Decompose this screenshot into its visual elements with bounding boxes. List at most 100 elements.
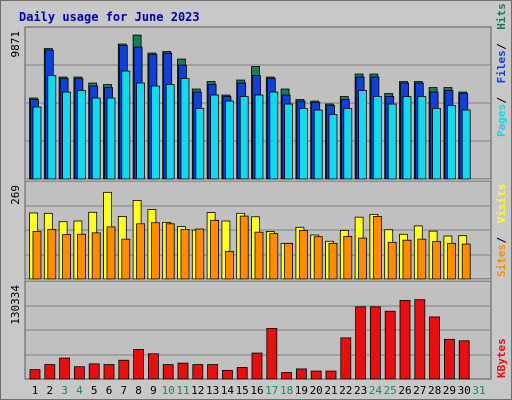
- x-tick-label-day-9: 9: [150, 384, 157, 397]
- pages-bar-day-30: [461, 109, 471, 180]
- pages-bar-day-15: [239, 96, 249, 180]
- sites-bar-day-13: [210, 219, 220, 280]
- pages-bar-day-1: [32, 106, 42, 180]
- x-tick-label-day-19: 19: [295, 384, 308, 397]
- kbytes-bar-day-30: [458, 340, 470, 380]
- x-tick-label-day-23: 23: [354, 384, 367, 397]
- y-max-label: 9871: [9, 31, 22, 58]
- pages-bar-day-2: [47, 75, 57, 180]
- pages-bar-day-8: [136, 82, 146, 180]
- x-tick-label-day-2: 2: [46, 384, 53, 397]
- pages-bar-day-25: [387, 103, 397, 180]
- sites-bar-day-26: [402, 239, 412, 280]
- kbytes-bar-day-26: [399, 299, 411, 380]
- kbytes-bar-day-15: [236, 367, 248, 380]
- x-tick-label-day-7: 7: [120, 384, 127, 397]
- sites-bar-day-15: [239, 215, 249, 280]
- pages-bar-day-16: [254, 94, 264, 180]
- sites-bar-day-2: [47, 228, 57, 280]
- legend-visits: Visits: [495, 184, 508, 224]
- kbytes-bar-day-7: [118, 359, 130, 380]
- x-tick-label-day-17: 17: [265, 384, 278, 397]
- sites-bar-day-20: [313, 236, 323, 280]
- kbytes-bar-day-2: [44, 364, 56, 380]
- pages-bar-day-23: [358, 90, 368, 180]
- kbytes-bar-day-20: [310, 370, 322, 380]
- sites-bar-day-5: [91, 232, 101, 280]
- x-tick-label-day-1: 1: [32, 384, 39, 397]
- sites-bar-day-6: [106, 226, 116, 280]
- x-tick-label-day-15: 15: [236, 384, 249, 397]
- sites-bar-day-30: [461, 243, 471, 280]
- kbytes-bar-day-6: [103, 364, 115, 380]
- x-tick-label-day-6: 6: [106, 384, 113, 397]
- x-tick-label-day-26: 26: [398, 384, 411, 397]
- sites-bar-day-10: [165, 223, 175, 280]
- sites-bar-day-29: [446, 242, 456, 280]
- kbytes-bar-day-25: [384, 310, 396, 380]
- sites-bar-day-16: [254, 231, 264, 280]
- pages-bar-day-9: [150, 85, 160, 180]
- kbytes-bar-day-21: [325, 370, 337, 380]
- x-tick-label-day-28: 28: [428, 384, 441, 397]
- sites-bar-day-27: [417, 238, 427, 280]
- x-tick-label-day-25: 25: [384, 384, 397, 397]
- x-tick-label-day-5: 5: [91, 384, 98, 397]
- x-tick-label-day-8: 8: [135, 384, 142, 397]
- legend-separator: /: [495, 97, 508, 104]
- pages-bar-day-3: [62, 91, 71, 180]
- kbytes-bar-day-1: [29, 369, 41, 380]
- kbytes-bar-day-19: [295, 368, 307, 380]
- legend-separator: /: [495, 237, 508, 244]
- pages-bar-day-20: [313, 109, 323, 180]
- kbytes-bar-day-24: [369, 306, 381, 380]
- pages-bar-day-12: [195, 108, 205, 180]
- x-tick-label-day-29: 29: [443, 384, 456, 397]
- legend-pages: Pages: [495, 104, 508, 137]
- pages-bar-day-13: [210, 94, 220, 180]
- chart-title: Daily usage for June 2023: [19, 10, 200, 24]
- x-tick-label-day-24: 24: [369, 384, 383, 397]
- y-max-label: 130334: [9, 285, 22, 325]
- pages-bar-day-21: [328, 114, 338, 180]
- x-tick-label-day-21: 21: [324, 384, 337, 397]
- pages-bar-day-22: [343, 108, 353, 180]
- sites-bar-day-19: [298, 230, 308, 280]
- sites-bar-day-7: [121, 238, 131, 280]
- kbytes-bar-day-23: [355, 306, 367, 380]
- sites-bar-day-3: [62, 234, 71, 280]
- pages-bar-day-5: [91, 97, 101, 180]
- pages-bar-day-11: [180, 78, 190, 180]
- x-tick-label-day-3: 3: [61, 384, 68, 397]
- kbytes-bar-day-14: [221, 369, 233, 380]
- kbytes-bar-day-29: [443, 338, 455, 380]
- x-tick-label-day-18: 18: [280, 384, 293, 397]
- pages-bar-day-28: [432, 108, 442, 180]
- pages-bar-day-19: [298, 108, 308, 180]
- sites-bar-day-8: [136, 223, 146, 280]
- kbytes-bar-day-9: [147, 353, 159, 380]
- pages-bar-day-14: [224, 100, 234, 180]
- sites-bar-day-24: [372, 216, 382, 280]
- pages-bar-day-29: [446, 105, 456, 180]
- x-tick-label-day-4: 4: [76, 384, 83, 397]
- kbytes-bar-day-13: [207, 364, 219, 380]
- x-tick-label-day-30: 30: [458, 384, 471, 397]
- kbytes-bar-day-28: [429, 316, 441, 380]
- x-tick-label-day-16: 16: [250, 384, 263, 397]
- pages-bar-day-17: [269, 91, 279, 180]
- sites-bar-day-11: [180, 228, 190, 280]
- legend-files: Files: [495, 50, 508, 83]
- kbytes-bar-day-22: [340, 337, 352, 380]
- kbytes-bar-day-4: [74, 366, 85, 380]
- kbytes-bar-day-27: [414, 299, 426, 380]
- pages-bar-day-24: [372, 96, 382, 180]
- legend-sites: Sites: [495, 244, 508, 277]
- pages-bar-day-26: [402, 96, 412, 180]
- kbytes-bar-day-18: [281, 372, 293, 380]
- sites-bar-day-22: [343, 235, 353, 280]
- x-tick-label-day-13: 13: [206, 384, 219, 397]
- legend-separator: /: [495, 43, 508, 50]
- sites-bar-day-21: [328, 242, 338, 280]
